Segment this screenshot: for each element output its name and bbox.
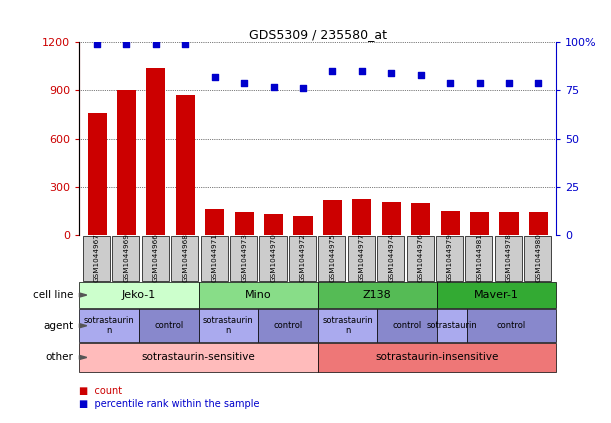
Point bbox=[210, 74, 219, 80]
Text: agent: agent bbox=[43, 321, 73, 331]
FancyBboxPatch shape bbox=[436, 236, 463, 281]
Bar bbox=[441, 211, 459, 235]
Text: sotrastaurin-sensitive: sotrastaurin-sensitive bbox=[142, 352, 255, 363]
FancyBboxPatch shape bbox=[199, 282, 318, 308]
Text: Jeko-1: Jeko-1 bbox=[122, 290, 156, 300]
Text: GSM1044976: GSM1044976 bbox=[418, 233, 423, 283]
Point bbox=[386, 70, 396, 77]
Bar bbox=[87, 113, 107, 235]
FancyBboxPatch shape bbox=[139, 310, 199, 342]
Point bbox=[269, 83, 279, 90]
Text: GSM1044981: GSM1044981 bbox=[477, 233, 483, 283]
FancyBboxPatch shape bbox=[112, 236, 139, 281]
Bar bbox=[499, 212, 519, 235]
Text: ■  percentile rank within the sample: ■ percentile rank within the sample bbox=[79, 399, 260, 409]
FancyBboxPatch shape bbox=[171, 236, 199, 281]
Text: sotrastaurin-insensitive: sotrastaurin-insensitive bbox=[375, 352, 499, 363]
FancyBboxPatch shape bbox=[79, 282, 199, 308]
Text: GSM1044966: GSM1044966 bbox=[153, 233, 159, 283]
FancyBboxPatch shape bbox=[406, 236, 434, 281]
Point bbox=[475, 80, 485, 86]
FancyBboxPatch shape bbox=[348, 236, 375, 281]
Title: GDS5309 / 235580_at: GDS5309 / 235580_at bbox=[249, 28, 387, 41]
Text: control: control bbox=[497, 321, 526, 330]
Text: sotrastaurin: sotrastaurin bbox=[426, 321, 477, 330]
Text: control: control bbox=[392, 321, 422, 330]
FancyBboxPatch shape bbox=[377, 236, 404, 281]
Text: GSM1044977: GSM1044977 bbox=[359, 233, 365, 283]
Text: other: other bbox=[45, 352, 73, 363]
Bar bbox=[176, 95, 195, 235]
Bar bbox=[147, 68, 166, 235]
FancyBboxPatch shape bbox=[466, 236, 492, 281]
Point bbox=[357, 68, 367, 74]
FancyBboxPatch shape bbox=[289, 236, 316, 281]
FancyBboxPatch shape bbox=[200, 236, 228, 281]
Text: cell line: cell line bbox=[33, 290, 73, 300]
Text: GSM1044971: GSM1044971 bbox=[212, 233, 218, 283]
FancyBboxPatch shape bbox=[318, 343, 556, 372]
FancyBboxPatch shape bbox=[318, 236, 345, 281]
Text: GSM1044975: GSM1044975 bbox=[329, 233, 335, 283]
FancyBboxPatch shape bbox=[83, 236, 110, 281]
FancyBboxPatch shape bbox=[230, 236, 257, 281]
Text: sotrastaurin
n: sotrastaurin n bbox=[84, 316, 134, 335]
Point bbox=[533, 80, 543, 86]
Text: Z138: Z138 bbox=[363, 290, 392, 300]
Point bbox=[416, 71, 426, 78]
Point bbox=[445, 80, 455, 86]
FancyBboxPatch shape bbox=[437, 282, 556, 308]
Bar bbox=[382, 202, 401, 235]
Text: GSM1044967: GSM1044967 bbox=[94, 233, 100, 283]
Bar bbox=[529, 212, 548, 235]
Point bbox=[151, 41, 161, 48]
Bar bbox=[205, 209, 224, 235]
Bar bbox=[235, 212, 254, 235]
Text: Maver-1: Maver-1 bbox=[474, 290, 519, 300]
Bar bbox=[117, 91, 136, 235]
Text: GSM1044968: GSM1044968 bbox=[182, 233, 188, 283]
Point bbox=[327, 68, 337, 74]
Text: control: control bbox=[154, 321, 183, 330]
FancyBboxPatch shape bbox=[495, 236, 522, 281]
FancyBboxPatch shape bbox=[378, 310, 437, 342]
Point bbox=[298, 85, 308, 92]
FancyBboxPatch shape bbox=[318, 282, 437, 308]
Point bbox=[122, 41, 131, 48]
Bar bbox=[353, 200, 371, 235]
Text: sotrastaurin
n: sotrastaurin n bbox=[203, 316, 254, 335]
Bar bbox=[470, 212, 489, 235]
FancyBboxPatch shape bbox=[318, 310, 378, 342]
Text: GSM1044970: GSM1044970 bbox=[271, 233, 277, 283]
FancyBboxPatch shape bbox=[199, 310, 258, 342]
Point bbox=[240, 80, 249, 86]
FancyBboxPatch shape bbox=[437, 310, 467, 342]
Bar bbox=[323, 200, 342, 235]
Text: GSM1044974: GSM1044974 bbox=[388, 233, 394, 283]
FancyBboxPatch shape bbox=[467, 310, 556, 342]
Text: control: control bbox=[273, 321, 302, 330]
Point bbox=[180, 41, 190, 48]
Bar bbox=[293, 216, 313, 235]
FancyBboxPatch shape bbox=[79, 310, 139, 342]
Text: sotrastaurin
n: sotrastaurin n bbox=[322, 316, 373, 335]
Point bbox=[504, 80, 514, 86]
Text: Mino: Mino bbox=[245, 290, 271, 300]
Bar bbox=[264, 214, 283, 235]
FancyBboxPatch shape bbox=[79, 343, 318, 372]
Text: GSM1044979: GSM1044979 bbox=[447, 233, 453, 283]
Text: GSM1044969: GSM1044969 bbox=[123, 233, 130, 283]
FancyBboxPatch shape bbox=[142, 236, 169, 281]
Text: GSM1044972: GSM1044972 bbox=[300, 233, 306, 283]
FancyBboxPatch shape bbox=[260, 236, 287, 281]
Text: GSM1044980: GSM1044980 bbox=[535, 233, 541, 283]
FancyBboxPatch shape bbox=[524, 236, 551, 281]
Bar bbox=[411, 203, 430, 235]
Text: GSM1044973: GSM1044973 bbox=[241, 233, 247, 283]
Point bbox=[92, 41, 102, 48]
Text: ■  count: ■ count bbox=[79, 386, 123, 396]
Text: GSM1044978: GSM1044978 bbox=[506, 233, 512, 283]
FancyBboxPatch shape bbox=[258, 310, 318, 342]
